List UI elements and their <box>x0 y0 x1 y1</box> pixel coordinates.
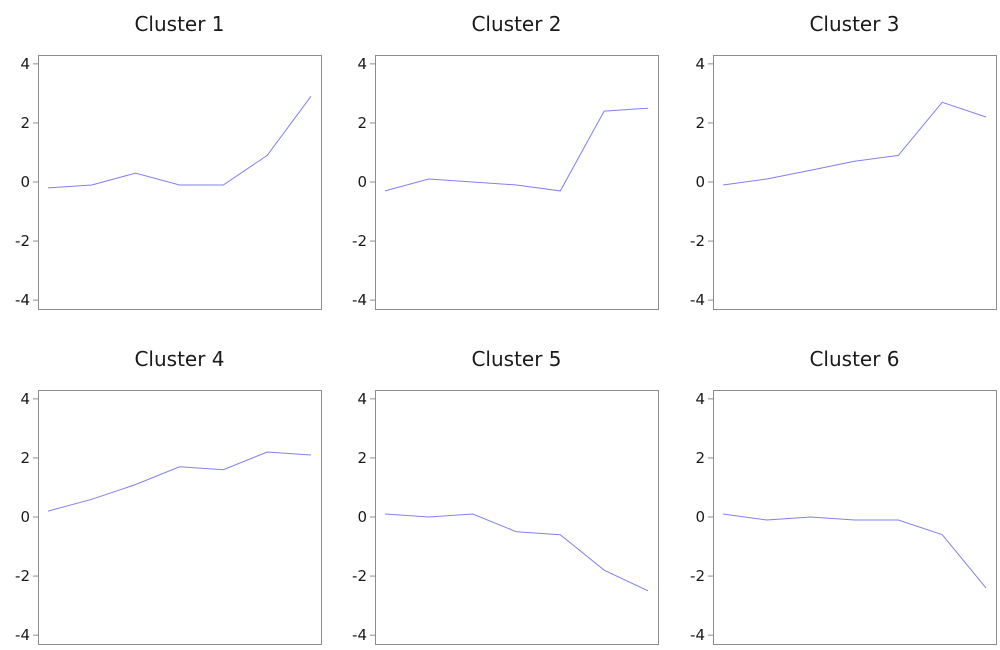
y-tick-label-1-3: -2 <box>15 232 30 250</box>
panel-title-4: Cluster 4 <box>134 347 224 371</box>
y-tick-label-4-3: -2 <box>15 567 30 585</box>
panel-title-5: Cluster 5 <box>471 347 561 371</box>
panel-title-6: Cluster 6 <box>809 347 899 371</box>
cluster-panel-1: Cluster 1 4 2 0 -2 -4 <box>15 12 322 310</box>
y-tick-label-2-1: 2 <box>357 114 367 132</box>
y-tick-label-2-3: -2 <box>352 232 367 250</box>
series-line-1 <box>47 96 312 189</box>
y-tick-label-4-1: 2 <box>20 449 30 467</box>
plot-frame-2 <box>375 55 659 310</box>
y-tick-label-3-4: -4 <box>690 291 705 309</box>
series-line-4 <box>47 451 312 512</box>
y-tick-label-5-2: 0 <box>357 508 367 526</box>
plot-frame-5 <box>375 390 659 645</box>
y-tick-label-4-4: -4 <box>15 626 30 644</box>
y-tick-label-2-4: -4 <box>352 291 367 309</box>
cluster-panel-4: Cluster 4 4 2 0 -2 -4 <box>15 347 322 645</box>
y-tick-label-3-0: 4 <box>695 55 705 73</box>
y-tick-label-3-3: -2 <box>690 232 705 250</box>
cluster-panel-2: Cluster 2 4 2 0 -2 -4 <box>352 12 659 310</box>
cluster-panel-5: Cluster 5 4 2 0 -2 -4 <box>352 347 659 645</box>
plot-frame-6 <box>713 390 997 645</box>
cluster-panel-3: Cluster 3 4 2 0 -2 -4 <box>690 12 997 310</box>
series-line-3 <box>722 101 987 186</box>
y-tick-label-6-3: -2 <box>690 567 705 585</box>
y-tick-label-1-1: 2 <box>20 114 30 132</box>
panel-title-2: Cluster 2 <box>471 12 561 36</box>
y-tick-label-5-4: -4 <box>352 626 367 644</box>
y-tick-label-2-2: 0 <box>357 173 367 191</box>
y-tick-label-3-2: 0 <box>695 173 705 191</box>
y-tick-label-1-0: 4 <box>20 55 30 73</box>
y-tick-label-5-3: -2 <box>352 567 367 585</box>
panel-title-1: Cluster 1 <box>134 12 224 36</box>
y-tick-label-3-1: 2 <box>695 114 705 132</box>
series-line-5 <box>384 513 649 592</box>
y-tick-label-6-4: -4 <box>690 626 705 644</box>
y-tick-label-6-1: 2 <box>695 449 705 467</box>
y-tick-label-6-0: 4 <box>695 390 705 408</box>
panel-title-3: Cluster 3 <box>809 12 899 36</box>
series-line-2 <box>384 107 649 192</box>
y-tick-label-4-0: 4 <box>20 390 30 408</box>
plot-frame-1 <box>38 55 322 310</box>
y-tick-label-2-0: 4 <box>357 55 367 73</box>
plot-frame-4 <box>38 390 322 645</box>
y-tick-label-5-0: 4 <box>357 390 367 408</box>
plot-frame-3 <box>713 55 997 310</box>
y-tick-label-4-2: 0 <box>20 508 30 526</box>
y-tick-label-1-4: -4 <box>15 291 30 309</box>
cluster-panel-6: Cluster 6 4 2 0 -2 -4 <box>690 347 997 645</box>
y-tick-label-6-2: 0 <box>695 508 705 526</box>
y-tick-label-1-2: 0 <box>20 173 30 191</box>
series-line-6 <box>722 513 987 589</box>
y-tick-label-5-1: 2 <box>357 449 367 467</box>
